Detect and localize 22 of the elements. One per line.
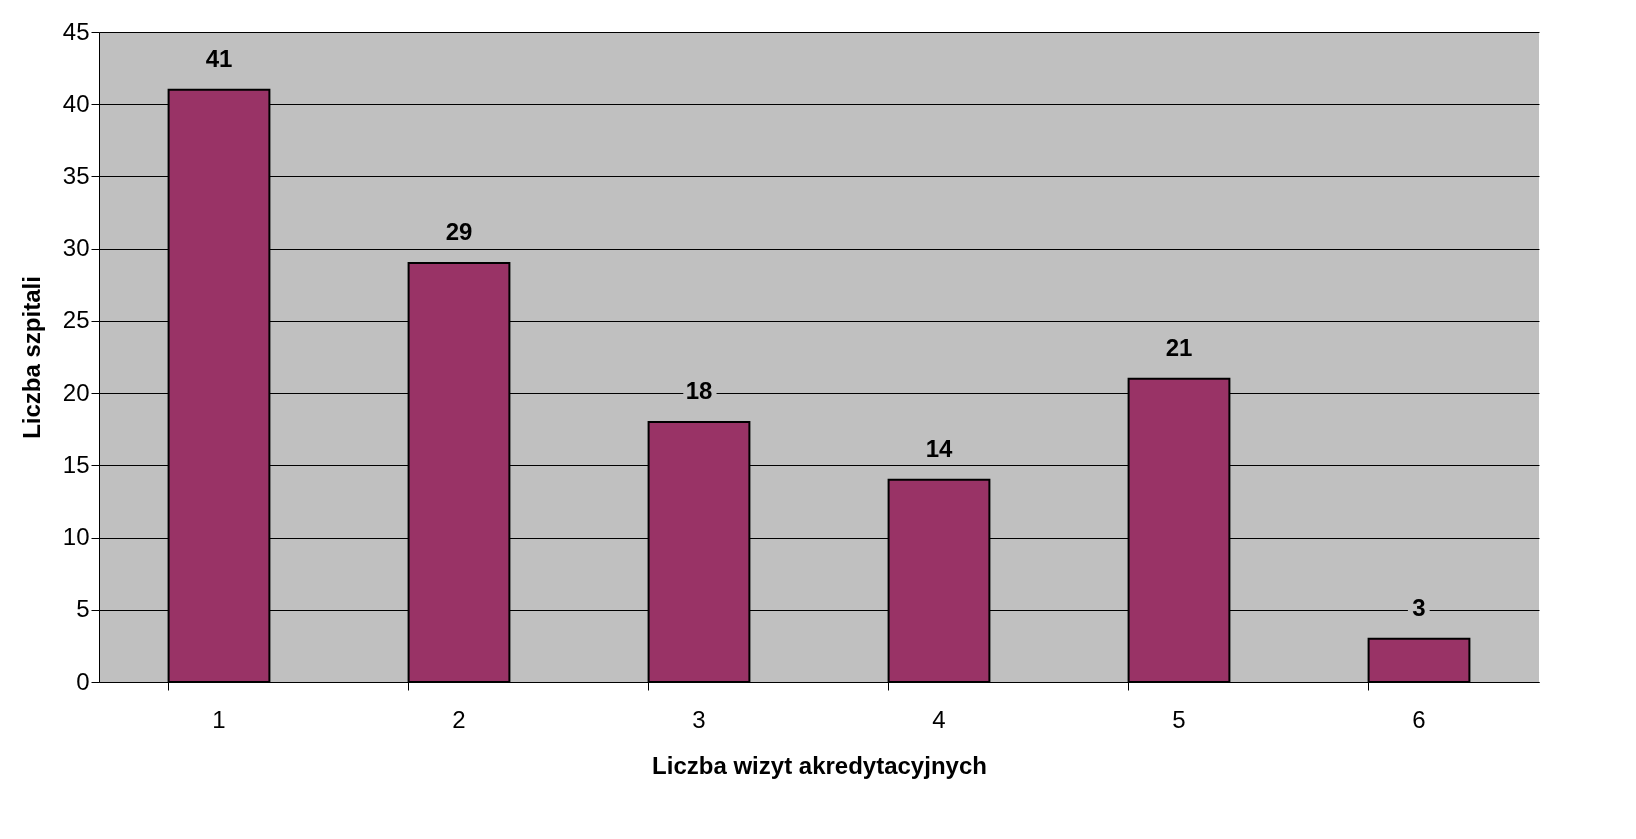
data-label: 21 (1165, 333, 1193, 361)
x-axis-title: Liczba wizyt akredytacyjnych (652, 751, 987, 779)
y-tick-label: 20 (62, 378, 90, 406)
x-tick-label: 2 (452, 705, 466, 733)
y-tick-label: 35 (62, 161, 90, 189)
y-tick-label: 30 (62, 234, 90, 262)
x-tick-label: 4 (932, 705, 946, 733)
data-label: 29 (445, 218, 473, 246)
data-label: 14 (925, 434, 953, 462)
y-tick-label: 40 (62, 89, 90, 117)
y-tick-label: 0 (76, 667, 90, 695)
y-tick-label: 45 (62, 17, 90, 45)
x-tick-label: 6 (1412, 705, 1426, 733)
y-tick-label: 10 (62, 523, 90, 551)
y-tick-label: 5 (76, 595, 90, 623)
y-tick-label: 25 (62, 306, 90, 334)
data-label: 41 (205, 44, 233, 72)
x-tick-label: 1 (212, 705, 226, 733)
y-axis-title: Liczba szpitali (17, 276, 45, 439)
x-tick-label: 3 (692, 705, 706, 733)
x-tick-label: 5 (1172, 705, 1186, 733)
y-tick-label: 15 (62, 450, 90, 478)
